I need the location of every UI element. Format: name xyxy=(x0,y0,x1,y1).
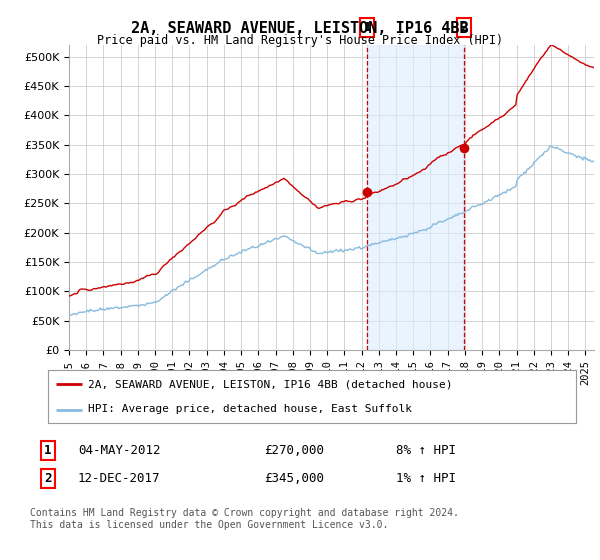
Text: 1% ↑ HPI: 1% ↑ HPI xyxy=(396,472,456,486)
Text: 12-DEC-2017: 12-DEC-2017 xyxy=(78,472,161,486)
Text: 1: 1 xyxy=(364,21,371,34)
Text: Price paid vs. HM Land Registry's House Price Index (HPI): Price paid vs. HM Land Registry's House … xyxy=(97,34,503,46)
Text: 2: 2 xyxy=(460,21,467,34)
Text: HPI: Average price, detached house, East Suffolk: HPI: Average price, detached house, East… xyxy=(88,404,412,414)
Text: 1: 1 xyxy=(44,444,52,458)
Text: £270,000: £270,000 xyxy=(264,444,324,458)
Text: 2A, SEAWARD AVENUE, LEISTON, IP16 4BB: 2A, SEAWARD AVENUE, LEISTON, IP16 4BB xyxy=(131,21,469,36)
Text: 04-MAY-2012: 04-MAY-2012 xyxy=(78,444,161,458)
Bar xyxy=(367,45,464,350)
Text: £345,000: £345,000 xyxy=(264,472,324,486)
Text: 2A, SEAWARD AVENUE, LEISTON, IP16 4BB (detached house): 2A, SEAWARD AVENUE, LEISTON, IP16 4BB (d… xyxy=(88,380,452,390)
Text: Contains HM Land Registry data © Crown copyright and database right 2024.
This d: Contains HM Land Registry data © Crown c… xyxy=(30,508,459,530)
Text: 2: 2 xyxy=(44,472,52,486)
Text: 8% ↑ HPI: 8% ↑ HPI xyxy=(396,444,456,458)
